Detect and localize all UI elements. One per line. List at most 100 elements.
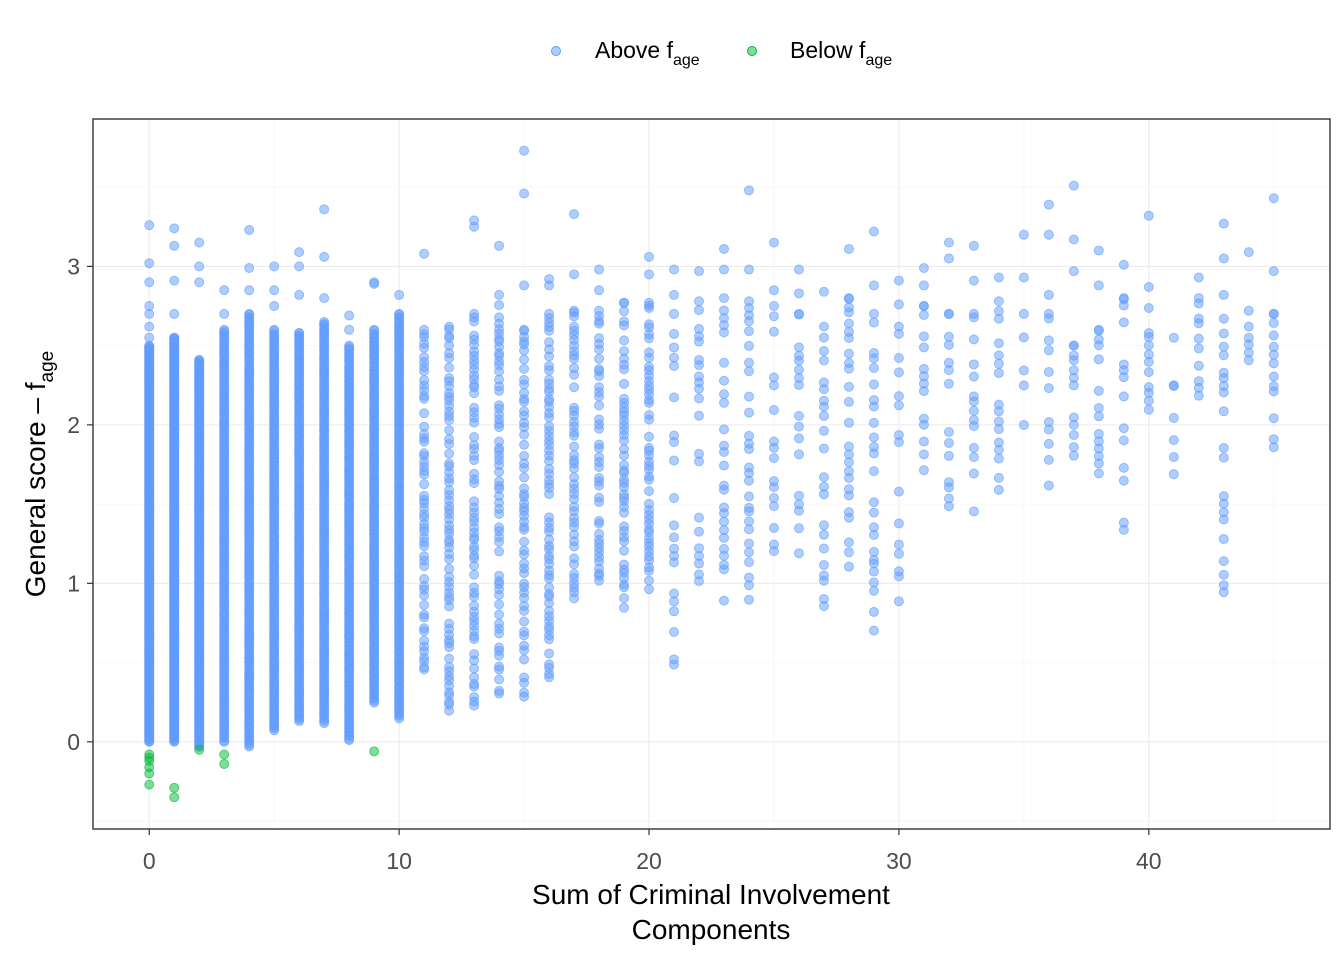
point-above	[394, 308, 405, 319]
point-above	[1143, 328, 1154, 339]
point-above	[893, 596, 904, 607]
point-above	[1018, 229, 1029, 240]
point-above	[768, 522, 779, 533]
point-above	[868, 226, 879, 237]
point-above	[494, 661, 505, 672]
point-above	[868, 441, 879, 452]
point-above	[718, 389, 729, 400]
point-above	[818, 321, 829, 332]
point-above	[544, 308, 555, 319]
point-above	[818, 593, 829, 604]
point-above	[519, 472, 530, 483]
point-above	[868, 625, 879, 636]
point-above	[519, 188, 530, 199]
point-above	[743, 264, 754, 275]
point-above	[1118, 359, 1129, 370]
point-above	[893, 275, 904, 286]
point-above	[818, 410, 829, 421]
point-above	[818, 472, 829, 483]
point-above	[519, 439, 530, 450]
point-above	[968, 452, 979, 463]
x-axis-title-line-2: Components	[632, 914, 791, 945]
point-above	[469, 692, 480, 703]
point-above	[419, 600, 430, 611]
point-above	[1018, 332, 1029, 343]
point-above	[918, 465, 929, 476]
point-above	[1218, 507, 1229, 518]
point-above	[1218, 442, 1229, 453]
point-above	[569, 569, 580, 580]
point-above	[694, 305, 705, 316]
point-above	[968, 334, 979, 345]
point-above	[1093, 245, 1104, 256]
point-above	[843, 484, 854, 495]
point-above	[419, 448, 430, 459]
point-above	[818, 570, 829, 581]
point-above	[993, 338, 1004, 349]
y-tick-label: 1	[67, 570, 80, 596]
point-above	[594, 305, 605, 316]
point-above	[444, 434, 455, 445]
point-above	[644, 498, 655, 509]
point-above	[1018, 365, 1029, 376]
point-above	[519, 536, 530, 547]
point-above	[1043, 417, 1054, 428]
legend-label-above-sub: age	[673, 52, 700, 69]
point-above	[818, 529, 829, 540]
point-above	[818, 425, 829, 436]
point-above	[743, 407, 754, 418]
point-above	[669, 360, 680, 371]
point-above	[144, 321, 155, 332]
point-above	[1043, 480, 1054, 491]
point-above	[419, 551, 430, 562]
legend-label-above-main: Above f	[595, 37, 674, 63]
point-above	[793, 342, 804, 353]
point-above	[943, 427, 954, 438]
point-above	[718, 264, 729, 275]
point-above	[1018, 272, 1029, 283]
point-above	[818, 481, 829, 492]
point-above	[718, 559, 729, 570]
point-above	[1068, 450, 1079, 461]
point-above	[793, 523, 804, 534]
point-below	[169, 782, 180, 793]
point-above	[1243, 321, 1254, 332]
point-above	[893, 367, 904, 378]
point-above	[669, 455, 680, 466]
point-above	[893, 566, 904, 577]
point-above	[419, 490, 430, 501]
point-above	[943, 438, 954, 449]
legend-label-above: Above fage	[595, 37, 700, 69]
point-above	[943, 378, 954, 389]
point-above	[644, 584, 655, 595]
x-tick-label: 10	[386, 848, 412, 874]
point-below	[219, 749, 230, 760]
point-above	[594, 492, 605, 503]
point-above	[369, 324, 380, 335]
point-above	[294, 289, 305, 300]
point-above	[244, 224, 255, 235]
point-above	[644, 269, 655, 280]
point-above	[519, 545, 530, 556]
point-above	[1118, 475, 1129, 486]
point-above	[843, 326, 854, 337]
point-above	[868, 606, 879, 617]
point-above	[843, 381, 854, 392]
point-above	[818, 443, 829, 454]
point-above	[818, 543, 829, 554]
point-above	[1068, 412, 1079, 423]
point-above	[993, 368, 1004, 379]
point-above	[594, 285, 605, 296]
legend-key-below	[747, 46, 757, 56]
point-above	[269, 261, 280, 272]
legend-label-below-main: Below f	[790, 37, 866, 63]
point-above	[1218, 534, 1229, 545]
point-above	[1193, 376, 1204, 387]
point-above	[644, 251, 655, 262]
y-axis-title-main: General score – f	[20, 382, 51, 597]
point-above	[1068, 365, 1079, 376]
point-above	[893, 486, 904, 497]
point-above	[943, 331, 954, 342]
point-above	[519, 616, 530, 627]
point-above	[669, 588, 680, 599]
